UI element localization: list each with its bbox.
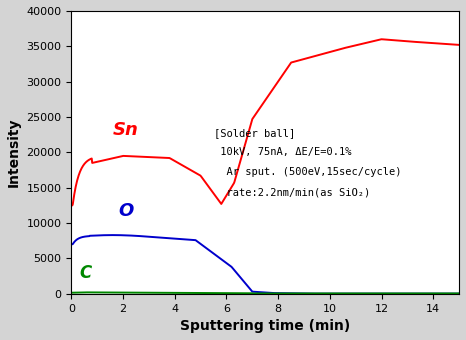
Text: rate:2.2nm/min(as SiO₂): rate:2.2nm/min(as SiO₂) <box>213 187 370 197</box>
Text: C: C <box>79 264 91 282</box>
Y-axis label: Intensity: Intensity <box>7 118 21 187</box>
Text: Sn: Sn <box>113 121 138 139</box>
X-axis label: Sputtering time (min): Sputtering time (min) <box>180 319 350 333</box>
Text: O: O <box>118 202 133 220</box>
Text: [Solder ball]: [Solder ball] <box>213 128 295 138</box>
Text: Ar sput. (500eV,15sec/cycle): Ar sput. (500eV,15sec/cycle) <box>213 167 401 177</box>
Text: 10kV, 75nA, ΔE/E=0.1%: 10kV, 75nA, ΔE/E=0.1% <box>213 148 351 157</box>
